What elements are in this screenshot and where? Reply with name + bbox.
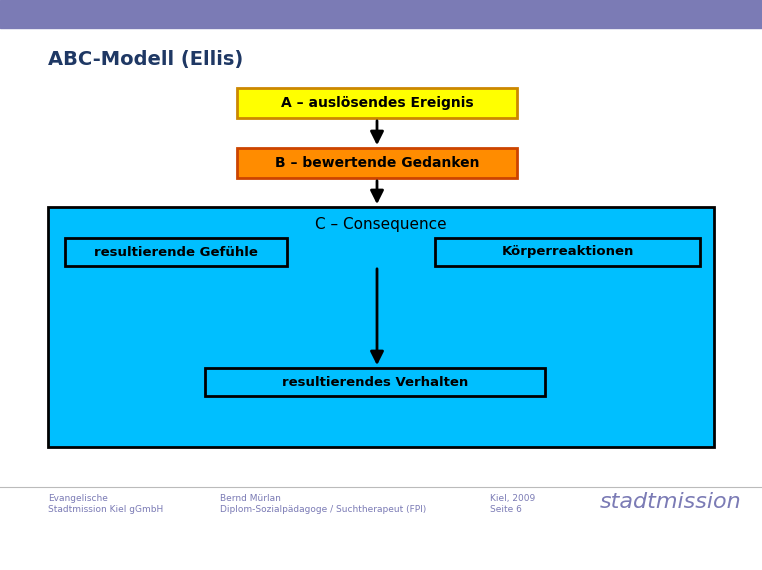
Text: Kiel, 2009: Kiel, 2009 — [490, 494, 535, 503]
Text: resultierendes Verhalten: resultierendes Verhalten — [282, 376, 468, 389]
Text: Diplom-Sozialpädagoge / Suchtherapeut (FPI): Diplom-Sozialpädagoge / Suchtherapeut (F… — [220, 505, 426, 514]
Text: ABC-Modell (Ellis): ABC-Modell (Ellis) — [48, 50, 243, 69]
Text: Körperreaktionen: Körperreaktionen — [501, 246, 634, 259]
FancyBboxPatch shape — [48, 207, 714, 447]
Text: Seite 6: Seite 6 — [490, 505, 522, 514]
FancyBboxPatch shape — [435, 238, 700, 266]
Text: A – auslösendes Ereignis: A – auslösendes Ereignis — [280, 96, 473, 110]
FancyBboxPatch shape — [237, 88, 517, 118]
Text: Evangelische: Evangelische — [48, 494, 108, 503]
Text: stadtmission: stadtmission — [600, 492, 741, 512]
FancyBboxPatch shape — [237, 148, 517, 178]
FancyBboxPatch shape — [205, 368, 545, 396]
Text: resultierende Gefühle: resultierende Gefühle — [94, 246, 258, 259]
Text: Stadtmission Kiel gGmbH: Stadtmission Kiel gGmbH — [48, 505, 163, 514]
FancyBboxPatch shape — [65, 238, 287, 266]
Text: Bernd Mürlan: Bernd Mürlan — [220, 494, 281, 503]
Text: B – bewertende Gedanken: B – bewertende Gedanken — [275, 156, 479, 170]
Text: C – Consequence: C – Consequence — [315, 218, 447, 233]
Bar — [0, 0, 762, 28]
